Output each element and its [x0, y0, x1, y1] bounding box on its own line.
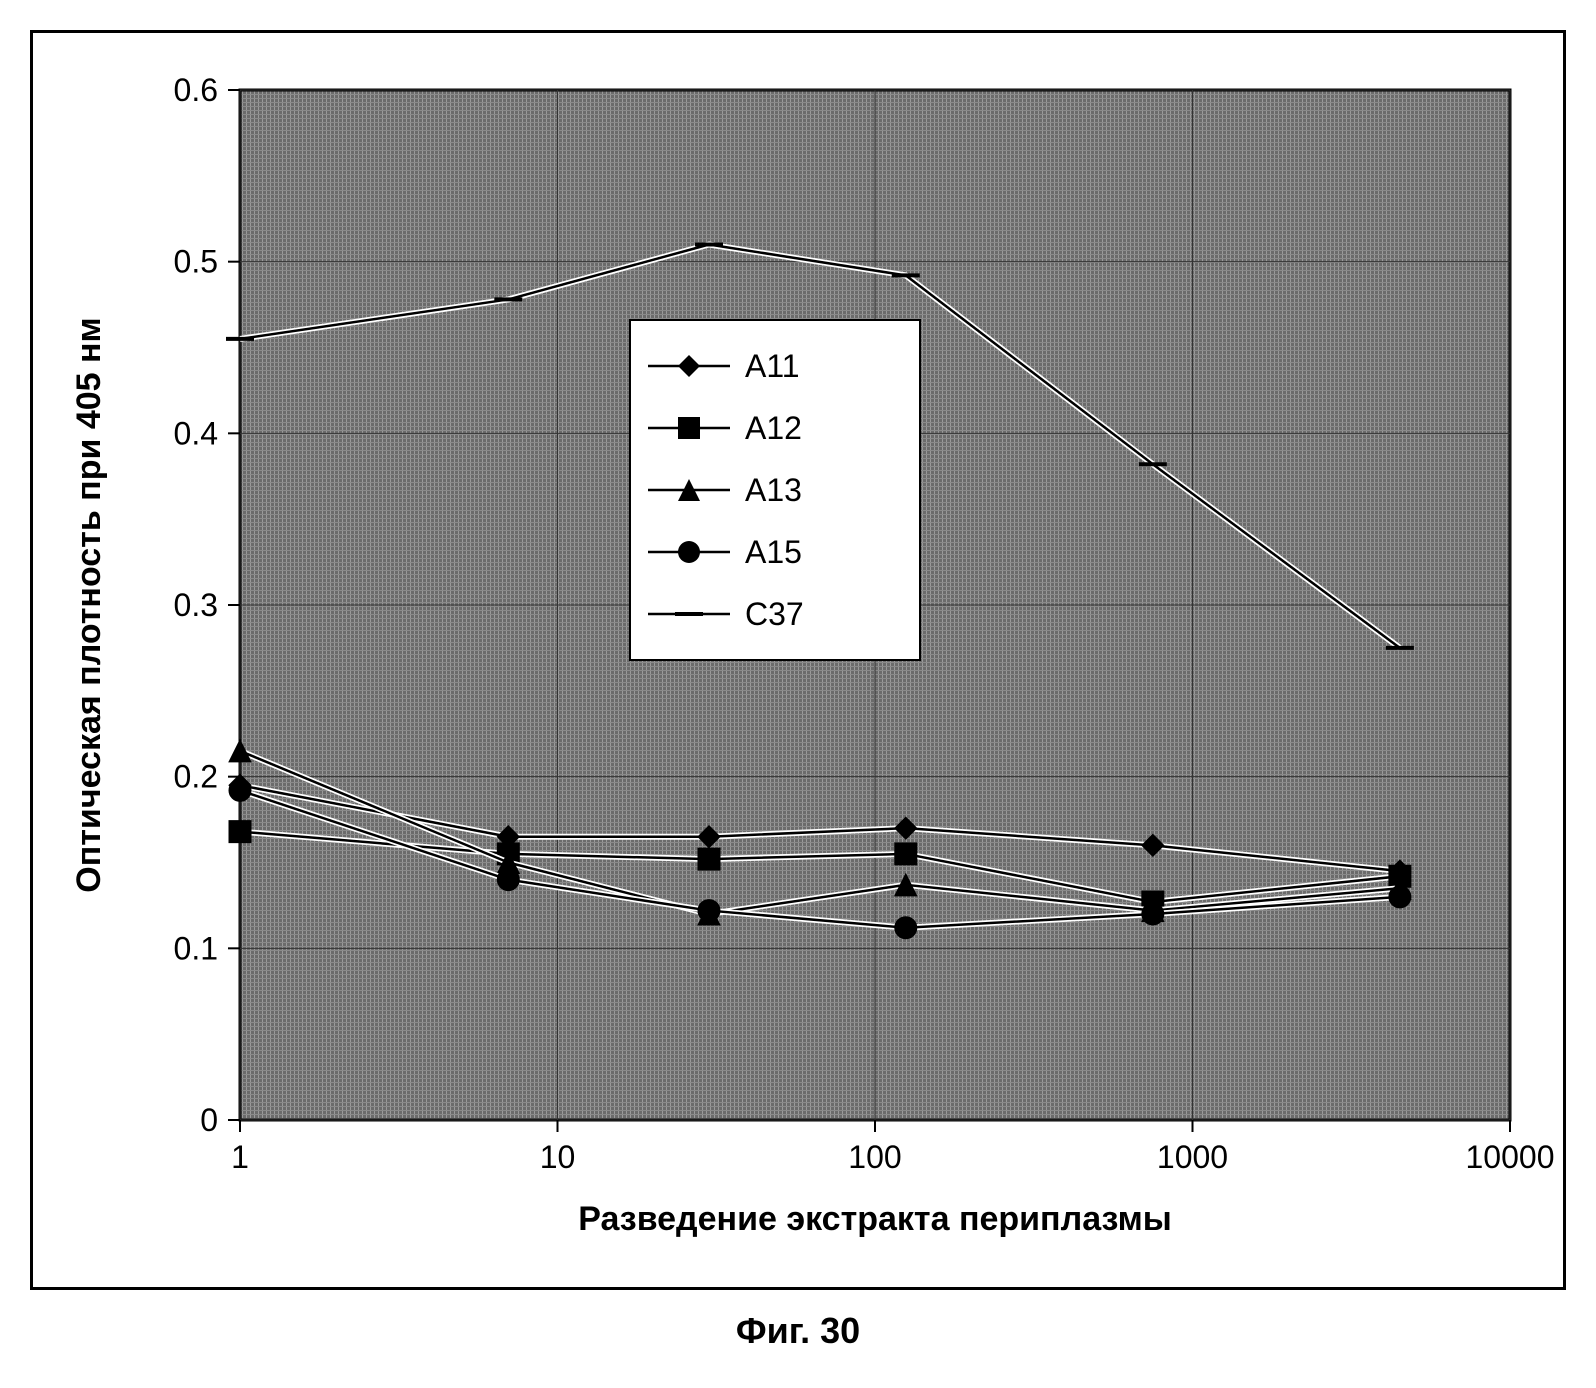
x-tick-label: 1000 [1157, 1139, 1228, 1175]
y-axis-label: Оптическая плотность при 405 нм [70, 317, 108, 892]
series-A15-marker [1389, 886, 1411, 908]
legend-label: A11 [745, 348, 800, 384]
y-tick-label: 0.3 [174, 587, 218, 623]
x-axis-label: Разведение экстракта периплазмы [578, 1200, 1172, 1238]
series-A15-marker [497, 869, 519, 891]
series-A15-marker [229, 779, 251, 801]
legend-label: A13 [745, 472, 802, 508]
series-A15-marker [1142, 903, 1164, 925]
series-A12-marker [229, 821, 251, 843]
x-tick-label: 100 [848, 1139, 901, 1175]
y-tick-label: 0.4 [174, 415, 218, 451]
legend-sample-marker [678, 541, 700, 563]
series-A12-marker [698, 848, 720, 870]
chart-svg: 0 0.1 0.2 0.3 0.4 0.5 0.6 1 10 100 1000 10000 Развед… [30, 30, 1566, 1290]
y-tick-label: 0 [200, 1102, 218, 1138]
legend-label: A12 [745, 410, 802, 446]
series-A12-marker [895, 843, 917, 865]
y-tick-label: 0.6 [174, 72, 218, 108]
legend: A11 A12 A13 A15 C37 [630, 320, 920, 660]
figure-caption: Фиг. 30 [0, 1310, 1596, 1352]
y-tick-label: 0.2 [174, 759, 218, 795]
y-tick-label: 0.1 [174, 930, 218, 966]
series-A15-marker [895, 917, 917, 939]
legend-sample-marker [678, 417, 700, 439]
x-tick-label: 10000 [1466, 1139, 1555, 1175]
legend-label: A15 [745, 534, 802, 570]
x-tick-label: 10 [540, 1139, 576, 1175]
x-tick-label: 1 [231, 1139, 249, 1175]
figure-container: 0 0.1 0.2 0.3 0.4 0.5 0.6 1 10 100 1000 10000 Развед… [0, 0, 1596, 1388]
series-A15-marker [698, 900, 720, 922]
legend-label: C37 [745, 596, 804, 632]
y-tick-label: 0.5 [174, 244, 218, 280]
